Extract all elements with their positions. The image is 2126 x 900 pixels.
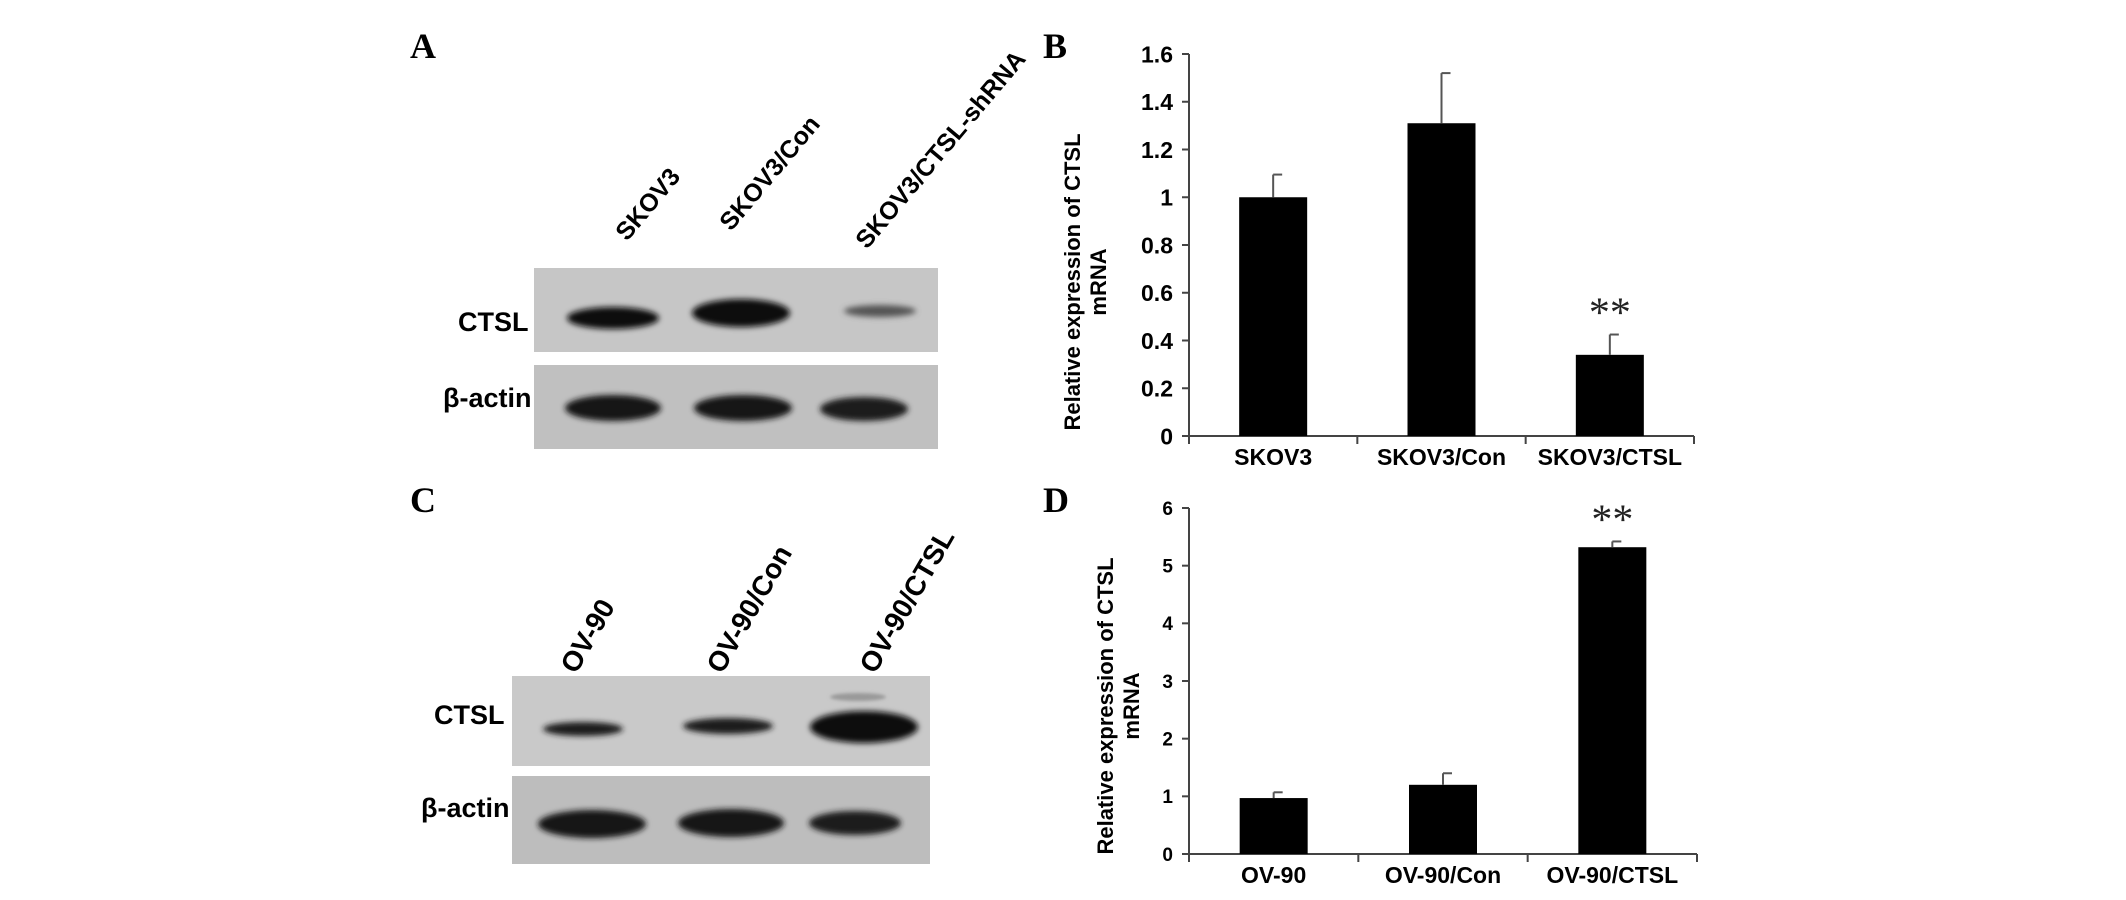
significance-marker: **	[1591, 497, 1633, 543]
panel-letter-d: D	[1043, 480, 1069, 520]
bar	[1575, 354, 1644, 436]
panel-letter-b: B	[1043, 26, 1067, 66]
bar	[1409, 784, 1477, 854]
bar	[1239, 798, 1308, 854]
lane-label-c-2: OV-90/Con	[700, 540, 798, 678]
y-tick-label: 1	[1162, 787, 1173, 808]
blot-band	[678, 809, 784, 837]
category-label: OV-90/Con	[1385, 862, 1501, 888]
lane-label-a-1: SKOV3	[610, 163, 686, 246]
y-axis-title-line2: mRNA	[1119, 672, 1144, 739]
y-tick-label: 0.8	[1141, 232, 1173, 258]
blot-band	[830, 693, 886, 701]
category-label: SKOV3/Con	[1377, 444, 1506, 470]
bar	[1239, 197, 1308, 436]
blot-band	[694, 395, 792, 421]
category-label: OV-90/CTSL	[1547, 862, 1679, 888]
blot-band	[567, 307, 659, 329]
panel-a: A SKOV3 SKOV3/Con SKOV3/CTSL-shRNA CTSL …	[410, 26, 1031, 449]
y-tick-label: 0.4	[1141, 328, 1173, 354]
row-label-a-actin: β-actin	[443, 383, 532, 413]
bar	[1407, 123, 1476, 437]
lane-label-a-3: SKOV3/CTSL-shRNA	[850, 45, 1031, 253]
blot-band	[820, 397, 908, 421]
y-tick-label: 1.2	[1141, 137, 1173, 163]
category-label: OV-90	[1241, 862, 1306, 888]
blot-band	[844, 305, 916, 317]
category-label: SKOV3	[1234, 444, 1312, 470]
row-label-c-ctsl: CTSL	[434, 700, 505, 730]
y-tick-label: 2	[1162, 730, 1173, 751]
significance-marker: **	[1589, 291, 1631, 337]
panel-letter-a: A	[410, 26, 436, 66]
blot-band	[565, 395, 661, 421]
y-tick-label: 1.4	[1141, 89, 1173, 115]
blot-band	[683, 718, 773, 734]
y-axis-title-d: Relative expression of CTSL mRNA	[1093, 557, 1144, 854]
y-axis-title-line2: mRNA	[1086, 248, 1111, 315]
chart-d: D Relative expression of CTSL mRNA 0 1 2 3 4…	[1043, 480, 1698, 888]
y-tick-label: 1	[1160, 185, 1173, 211]
bar	[1578, 547, 1647, 854]
panel-c: C OV-90 OV-90/Con OV-90/CTSL CTSL β-acti…	[410, 480, 960, 864]
lane-label-a-2: SKOV3/Con	[714, 110, 826, 235]
row-label-a-ctsl: CTSL	[458, 307, 529, 337]
blot-band	[538, 810, 646, 838]
chart-b: B Relative expression of CTSL mRNA 0 0.2 0…	[1043, 26, 1695, 470]
lane-label-c-3: OV-90/CTSL	[853, 524, 960, 678]
category-label: SKOV3/CTSL	[1538, 444, 1682, 470]
blot-band	[543, 722, 623, 736]
panel-letter-c: C	[410, 480, 436, 520]
blot-band	[809, 811, 901, 835]
y-axis-title-line1: Relative expression of CTSL	[1093, 557, 1118, 854]
y-tick-label: 6	[1162, 499, 1173, 520]
y-axis-title-b: Relative expression of CTSL mRNA	[1060, 133, 1111, 430]
y-tick-label: 5	[1162, 557, 1173, 578]
y-tick-label: 3	[1162, 672, 1173, 693]
blot-band	[692, 299, 790, 327]
y-tick-label: 0.6	[1141, 280, 1173, 306]
y-tick-label: 1.6	[1141, 41, 1173, 67]
blot-band	[810, 711, 918, 743]
lane-label-c-1: OV-90	[554, 594, 621, 678]
y-tick-label: 0	[1162, 845, 1173, 866]
y-tick-label: 0.2	[1141, 376, 1173, 402]
row-label-c-actin: β-actin	[421, 793, 510, 823]
y-tick-label: 4	[1162, 614, 1173, 635]
y-axis-title-line1: Relative expression of CTSL	[1060, 133, 1085, 430]
y-tick-label: 0	[1160, 423, 1173, 449]
